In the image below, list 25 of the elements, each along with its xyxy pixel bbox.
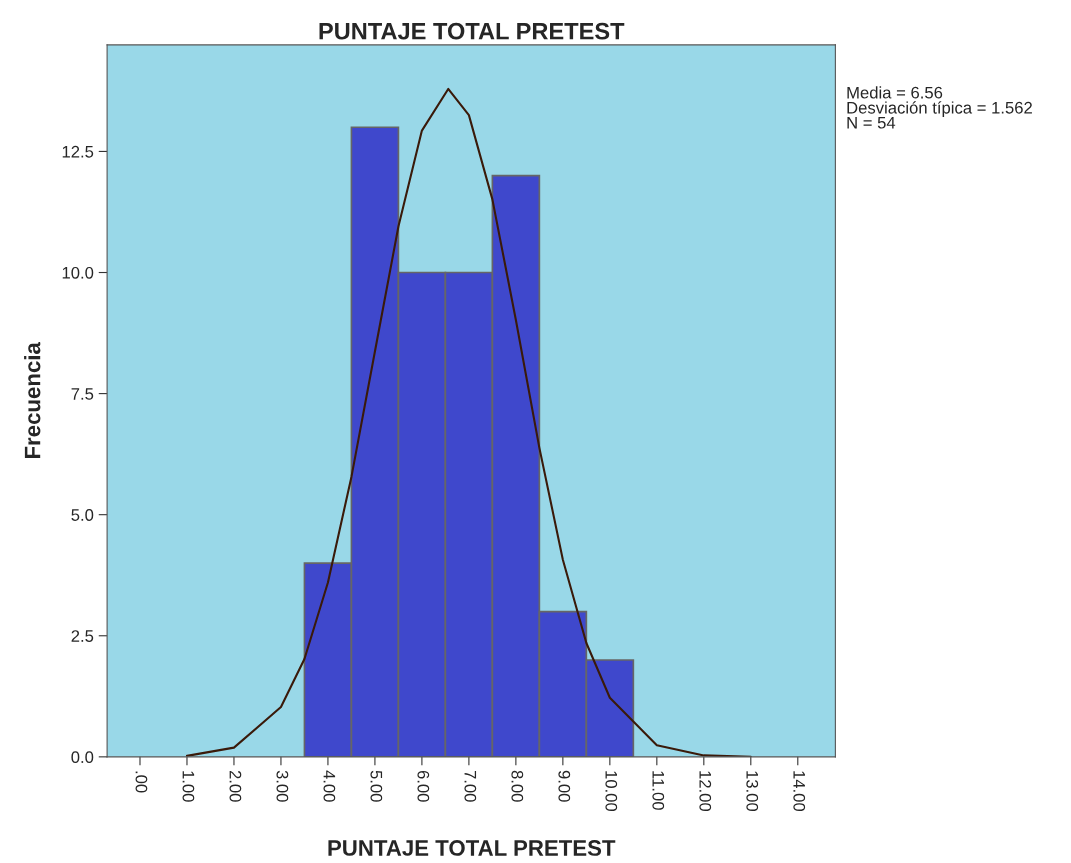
- x-tick-label: 3.00: [276, 770, 289, 802]
- x-tick-label: 11.00: [652, 771, 665, 810]
- x-tick-label: 8.00: [511, 770, 524, 802]
- x-tick-label: 7.00: [464, 770, 477, 802]
- x-tick-label: 5.00: [370, 770, 383, 802]
- y-tick-label: 7.5: [71, 388, 94, 400]
- y-tick-label: 12.5: [62, 145, 94, 158]
- y-tick-label: 0.0: [71, 751, 94, 764]
- x-tick-label: 10.00: [605, 771, 618, 812]
- x-tick-label: 12.00: [699, 771, 712, 812]
- x-tick-label: 1.00: [182, 771, 195, 802]
- x-tick-label: 4.00: [323, 770, 336, 802]
- x-tick-label: 9.00: [558, 770, 571, 802]
- x-tick-label: 6.00: [417, 770, 430, 802]
- text: Media = 6.56 Desviación típica = 1.562 N = 54: [847, 86, 1032, 129]
- x-tick-label: 14.00: [793, 771, 806, 812]
- x-axis-title: PUNTAJE TOTAL PRETEST: [328, 840, 616, 856]
- y-tick-label: 2.5: [71, 630, 94, 642]
- chart-title: PUNTAJE TOTAL PRETEST: [319, 22, 625, 40]
- x-tick-label: 13.00: [746, 771, 759, 812]
- y-axis-title: Frecuencia: [24, 342, 41, 459]
- y-tick-label: 5.0: [71, 509, 94, 521]
- x-tick-label: 2.00: [229, 770, 242, 802]
- x-tick-label: .00: [135, 771, 148, 793]
- y-tick-label: 10.0: [62, 266, 94, 279]
